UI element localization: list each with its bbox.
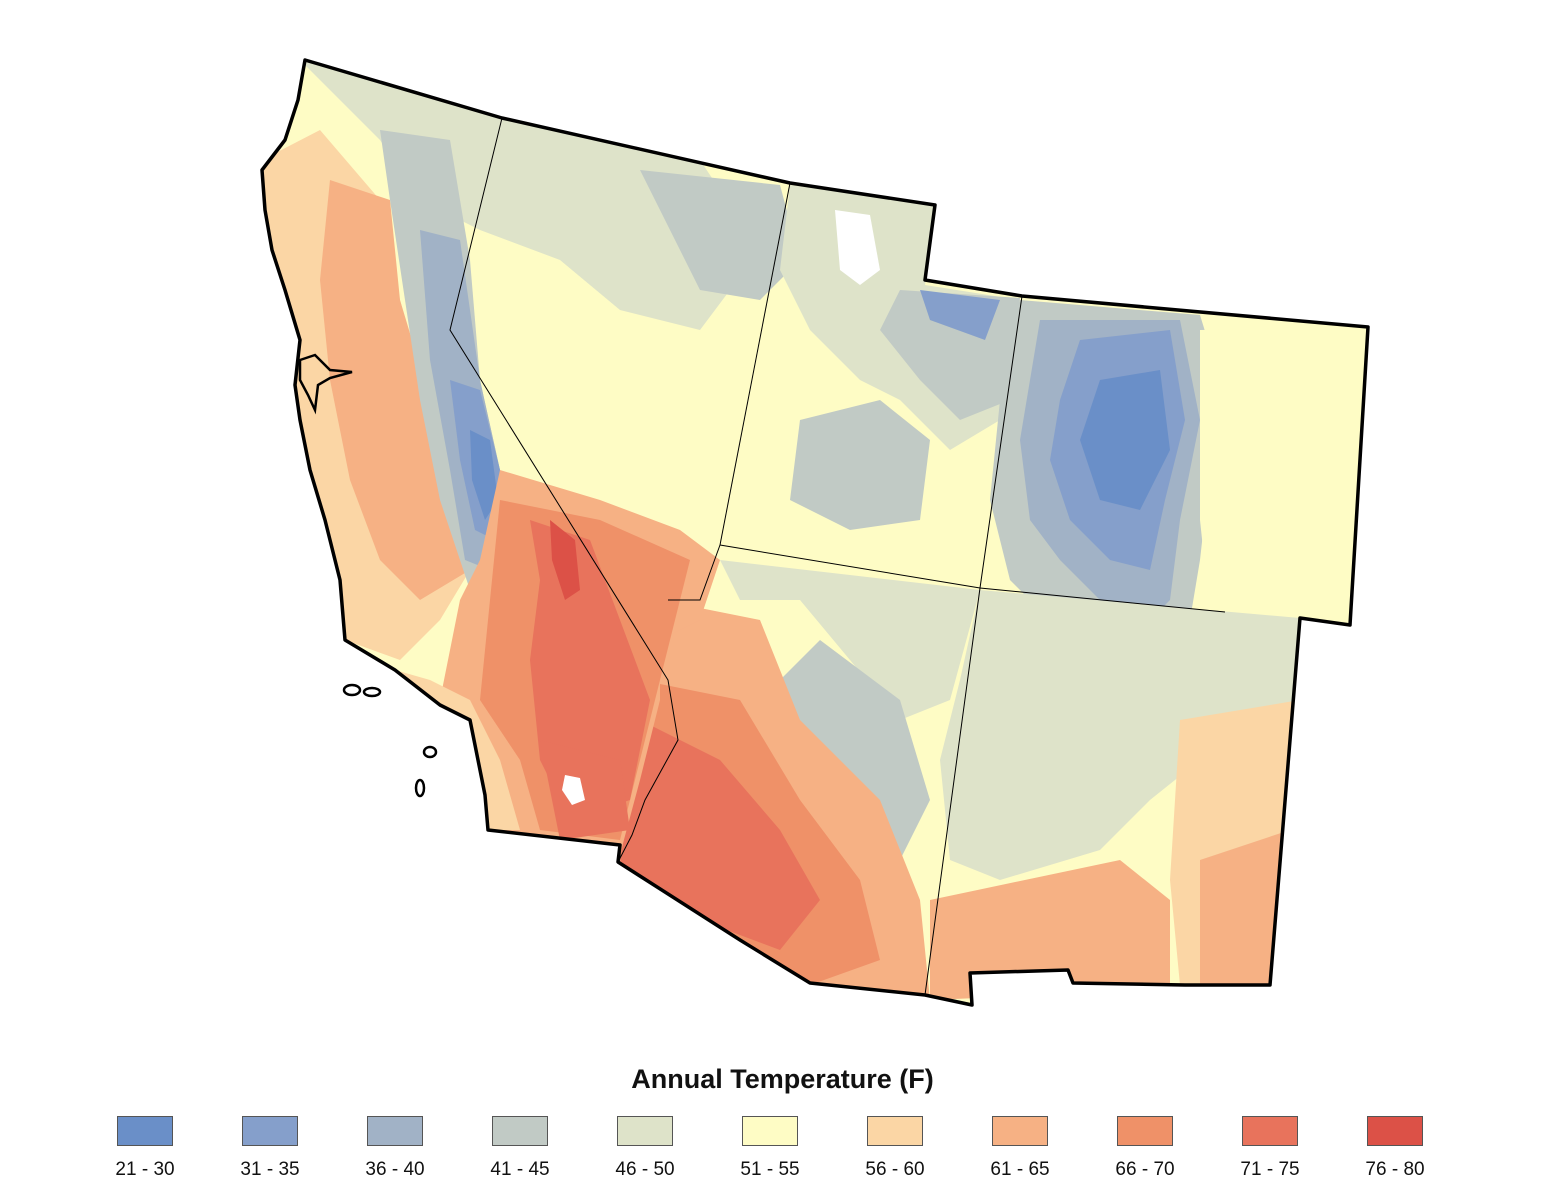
sf-bay-outline <box>298 353 353 415</box>
legend-label: 46 - 50 <box>615 1159 675 1180</box>
legend-swatch <box>617 1116 673 1146</box>
legend-label: 56 - 60 <box>865 1159 925 1180</box>
legend-item-56-60: 56 - 60 <box>832 1116 958 1181</box>
legend-swatch <box>492 1116 548 1146</box>
legend-label: 51 - 55 <box>740 1159 800 1180</box>
legend-swatch <box>867 1116 923 1146</box>
legend-label: 76 - 80 <box>1365 1159 1425 1180</box>
legend-item-21-30: 21 - 30 <box>82 1116 208 1181</box>
legend-swatch <box>242 1116 298 1146</box>
zone-41-45-wasatch <box>790 400 930 530</box>
channel-islands <box>342 683 438 798</box>
legend-swatch <box>1242 1116 1298 1146</box>
legend-swatch <box>117 1116 173 1146</box>
island-santa-rosa <box>362 686 382 698</box>
legend-item-71-75: 71 - 75 <box>1207 1116 1333 1181</box>
zone-46-50-north-az <box>720 560 980 720</box>
legend-item-36-40: 36 - 40 <box>332 1116 458 1181</box>
legend-label: 66 - 70 <box>1115 1159 1175 1180</box>
zone-21-30-colorado <box>1080 370 1170 510</box>
island-san-clemente <box>414 778 426 798</box>
zone-76-80-death-valley <box>550 520 580 600</box>
zone-61-65-south-nm <box>930 860 1170 1000</box>
zone-41-45-ne-nevada <box>640 170 800 300</box>
region-outline <box>260 58 1370 1007</box>
zone-71-75-imperial <box>540 740 630 840</box>
no-data-salton-sea <box>562 775 585 805</box>
legend-swatch <box>1117 1116 1173 1146</box>
no-data-great-salt-lake <box>835 210 880 285</box>
legend-swatch <box>742 1116 798 1146</box>
zone-21-30-sierra <box>470 430 498 520</box>
legend-label: 71 - 75 <box>1240 1159 1300 1180</box>
legend-label: 41 - 45 <box>490 1159 550 1180</box>
zone-31-35-uinta <box>920 290 1000 340</box>
legend-label: 21 - 30 <box>115 1159 175 1180</box>
zone-61-65-se-nm <box>1200 830 1290 985</box>
legend-item-31-35: 31 - 35 <box>207 1116 333 1181</box>
legend-item-41-45: 41 - 45 <box>457 1116 583 1181</box>
legend-item-51-55: 51 - 55 <box>707 1116 833 1181</box>
ca-nv-az-border <box>449 117 679 863</box>
island-catalina <box>422 745 438 759</box>
ut-co-az-nm-border <box>924 295 1023 996</box>
legend-item-61-65: 61 - 65 <box>957 1116 1083 1181</box>
legend-label: 36 - 40 <box>365 1159 425 1180</box>
island-santa-cruz <box>342 683 362 697</box>
zone-46-50-nevada <box>300 60 760 330</box>
zone-61-65-central-valley <box>320 180 470 600</box>
legend-item-66-70: 66 - 70 <box>1082 1116 1208 1181</box>
nv-ut-border <box>719 182 791 546</box>
state-borders <box>449 117 1226 996</box>
zone-41-45-mogollon <box>780 640 930 860</box>
zone-56-60-socal-coast <box>395 670 520 830</box>
legend-swatch <box>1367 1116 1423 1146</box>
zone-51-55-plains <box>1200 327 1368 620</box>
zone-46-50-new-mexico <box>940 590 1300 880</box>
legend-label: 61 - 65 <box>990 1159 1050 1180</box>
legend-title: Annual Temperature (F) <box>631 1064 934 1094</box>
temperature-map <box>260 58 1370 1007</box>
legend-label: 31 - 35 <box>240 1159 300 1180</box>
legend-swatch <box>992 1116 1048 1146</box>
legend-item-46-50: 46 - 50 <box>582 1116 708 1181</box>
legend-swatch <box>367 1116 423 1146</box>
az-nv-border <box>668 544 721 601</box>
legend-item-76-80: 76 - 80 <box>1332 1116 1458 1181</box>
zone-71-75-south-az <box>620 720 820 950</box>
